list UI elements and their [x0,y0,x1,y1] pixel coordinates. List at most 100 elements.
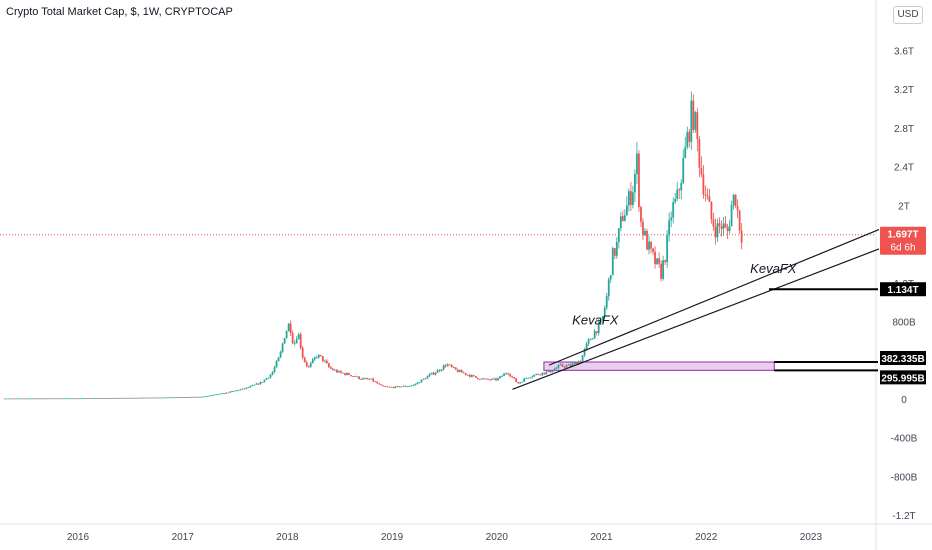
trendline[interactable] [512,248,880,390]
candle-body [716,223,719,238]
candle-body [259,382,262,385]
candle-body [64,398,67,400]
candle-body [366,378,369,380]
candle-body [84,398,87,400]
y-tick-label: 0 [901,395,907,406]
annotation-text[interactable]: KevaFX [572,312,620,327]
candle-body [694,112,697,130]
candle-body [485,378,487,380]
candle-body [668,220,671,236]
candle-body [148,397,151,399]
candle-body [9,398,12,400]
level-badge [880,350,926,365]
candle-body [17,398,20,400]
candle-body [638,153,640,208]
current-price-badge [880,226,926,255]
candle-body [68,398,71,400]
candle-body [736,206,739,211]
candle-body [368,378,371,380]
candle-body [613,248,616,256]
candle-body [70,398,73,400]
y-tick-label: 2.4T [894,163,914,174]
y-tick-label: 3.2T [894,85,914,96]
candle-body [66,398,69,400]
candle-body [380,384,383,386]
candle-body [406,386,409,388]
candle-body [450,364,453,367]
candle-body [625,205,628,216]
candle-body [106,398,109,399]
candle-body [277,357,280,362]
y-tick-label: 2.8T [894,124,914,135]
candle-body [187,397,189,398]
candle-body [219,393,222,395]
candle-body [589,339,592,341]
candle-body [629,191,632,205]
candle-body [456,369,459,373]
candle-body [390,386,393,388]
candle-body [348,373,350,376]
candle-body [209,395,211,397]
candle-body [241,388,244,390]
currency-button[interactable]: USD [893,6,923,24]
candle-body [52,398,54,400]
y-tick-label: -400B [891,434,918,445]
candle-body [563,366,566,368]
candle-body [545,371,548,375]
candle-body [23,398,26,400]
candle-body [110,397,113,399]
candle-body [513,377,516,379]
candle-body [708,196,711,202]
candle-body [78,398,81,400]
candle-body [253,384,256,386]
level-badge [880,282,926,297]
candle-body [567,364,570,366]
candle-body [140,397,143,399]
annotation-text[interactable]: KevaFX [750,261,798,276]
candle-body [662,260,665,279]
candle-body [611,248,614,276]
candle-body [553,368,556,372]
candle-body [609,275,612,280]
candle-body [211,395,213,396]
level-badge-label: 295.995B [881,373,924,384]
candle-body [98,398,101,399]
candle-body [217,394,220,396]
candle-body [92,398,95,400]
candle-body [44,398,46,400]
candle-body [124,397,127,399]
candle-body [644,230,646,236]
candle-body [511,376,514,378]
y-tick-label: 3.6T [894,47,914,58]
candle-body [547,370,550,372]
candle-body [315,357,318,359]
candle-body [517,382,520,384]
candle-body [438,370,441,371]
candle-body [108,397,111,399]
candle-body [215,394,218,396]
candle-body [424,378,427,380]
candle-body [575,362,578,365]
candle-body [442,365,445,370]
candle-body [227,392,230,394]
candle-body [376,381,379,384]
candle-body [603,307,606,317]
candle-body [519,382,522,384]
candle-body [189,397,191,398]
candle-body [481,378,483,380]
support-zone[interactable] [543,361,775,371]
candle-body [497,378,499,381]
candle-body [730,205,733,227]
candle-body [96,398,99,399]
candle-body [11,398,14,400]
candle-body [118,397,121,399]
candle-body [672,202,675,218]
candle-body [654,251,656,265]
candle-body [515,378,518,383]
candle-body [416,382,419,385]
candle-body [370,378,373,380]
candle-body [313,357,316,360]
trendline[interactable] [548,229,880,366]
candle-body [58,398,60,400]
